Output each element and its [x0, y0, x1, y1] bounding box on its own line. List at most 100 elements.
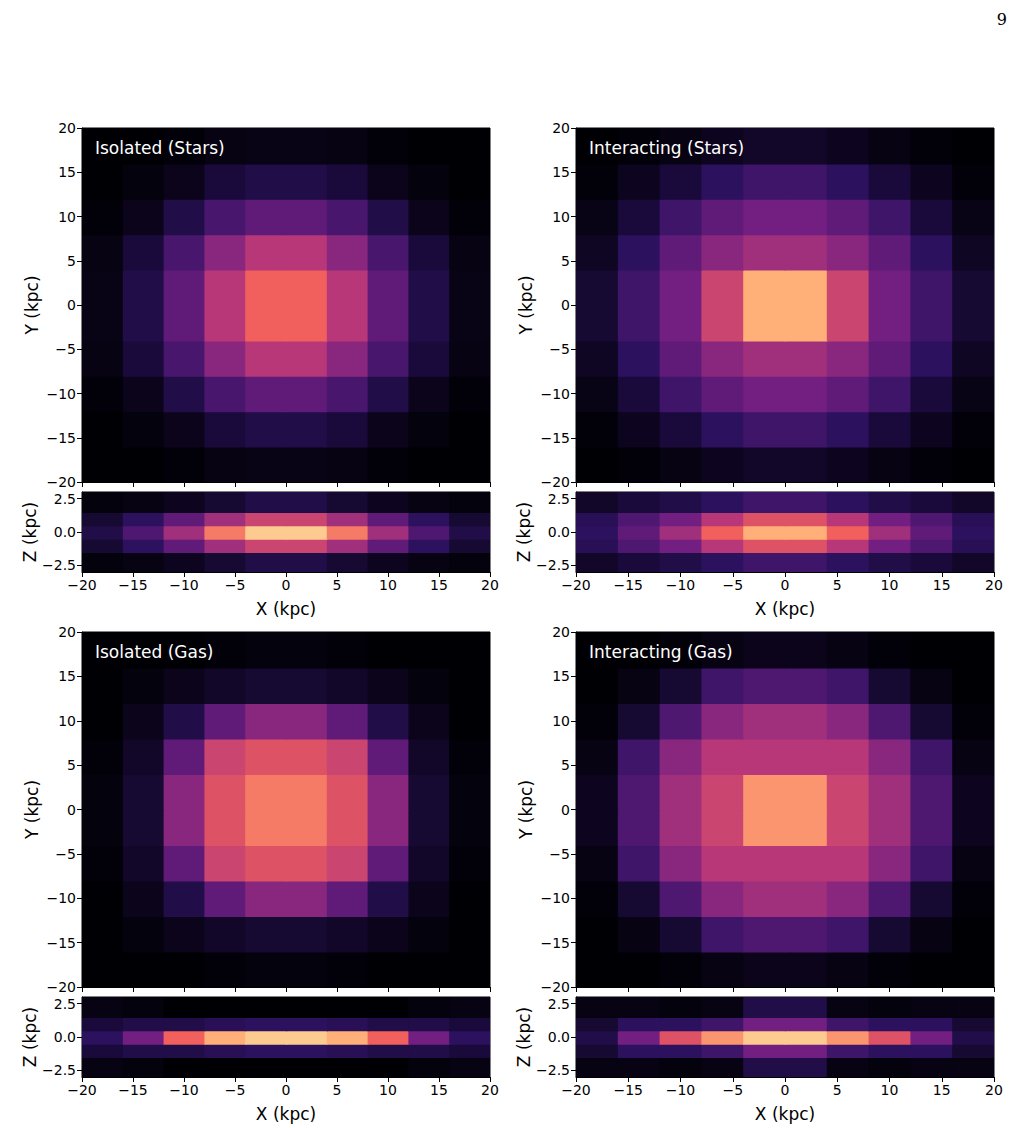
svg-text:2.5: 2.5	[548, 491, 570, 507]
svg-text:−5: −5	[722, 1082, 743, 1098]
svg-text:−10: −10	[169, 577, 199, 593]
svg-text:−15: −15	[118, 1082, 148, 1098]
svg-text:Z (kpc): Z (kpc)	[514, 502, 534, 562]
svg-text:Y (kpc): Y (kpc)	[22, 275, 42, 335]
svg-text:0.0: 0.0	[548, 524, 570, 540]
svg-text:15: 15	[58, 164, 76, 180]
svg-text:X (kpc): X (kpc)	[755, 1104, 815, 1124]
svg-text:15: 15	[430, 577, 448, 593]
svg-text:−15: −15	[46, 935, 76, 951]
svg-text:−20: −20	[67, 1082, 97, 1098]
svg-text:−15: −15	[540, 935, 570, 951]
svg-text:X (kpc): X (kpc)	[256, 599, 316, 619]
svg-text:10: 10	[58, 713, 76, 729]
svg-text:−5: −5	[55, 341, 76, 357]
svg-text:−10: −10	[169, 1082, 199, 1098]
svg-text:−20: −20	[46, 474, 76, 490]
svg-text:−5: −5	[55, 846, 76, 862]
svg-text:2.5: 2.5	[548, 996, 570, 1012]
svg-text:−2.5: −2.5	[536, 557, 570, 573]
svg-text:20: 20	[58, 120, 76, 136]
svg-text:−5: −5	[549, 341, 570, 357]
svg-text:5: 5	[561, 253, 570, 269]
svg-text:2.5: 2.5	[54, 996, 76, 1012]
svg-text:−15: −15	[46, 430, 76, 446]
svg-text:5: 5	[833, 577, 842, 593]
svg-text:Interacting (Stars): Interacting (Stars)	[589, 138, 744, 158]
svg-text:0: 0	[67, 297, 76, 313]
svg-text:9: 9	[997, 10, 1007, 29]
svg-text:15: 15	[430, 1082, 448, 1098]
svg-text:−10: −10	[540, 386, 570, 402]
svg-text:15: 15	[58, 668, 76, 684]
svg-text:Z (kpc): Z (kpc)	[20, 1007, 40, 1067]
svg-text:−15: −15	[118, 577, 148, 593]
svg-text:0: 0	[561, 297, 570, 313]
svg-text:−20: −20	[540, 474, 570, 490]
svg-text:5: 5	[561, 757, 570, 773]
svg-text:20: 20	[985, 577, 1003, 593]
svg-text:20: 20	[985, 1082, 1003, 1098]
svg-text:0: 0	[561, 802, 570, 818]
svg-text:15: 15	[933, 577, 951, 593]
svg-text:−5: −5	[722, 577, 743, 593]
svg-text:0.0: 0.0	[54, 524, 76, 540]
svg-text:Z (kpc): Z (kpc)	[514, 1007, 534, 1067]
svg-text:−20: −20	[67, 577, 97, 593]
svg-text:−15: −15	[613, 577, 643, 593]
svg-text:−10: −10	[540, 890, 570, 906]
svg-text:10: 10	[881, 1082, 899, 1098]
svg-text:−5: −5	[549, 846, 570, 862]
svg-text:−10: −10	[46, 386, 76, 402]
svg-text:Isolated (Gas): Isolated (Gas)	[95, 642, 213, 662]
svg-text:0.0: 0.0	[54, 1029, 76, 1045]
svg-text:15: 15	[552, 668, 570, 684]
svg-text:−10: −10	[666, 1082, 696, 1098]
svg-text:−20: −20	[540, 979, 570, 995]
svg-text:Y (kpc): Y (kpc)	[22, 780, 42, 840]
svg-text:20: 20	[481, 577, 499, 593]
svg-text:Y (kpc): Y (kpc)	[516, 275, 536, 335]
svg-text:5: 5	[67, 253, 76, 269]
svg-text:10: 10	[379, 577, 397, 593]
svg-text:−2.5: −2.5	[536, 1062, 570, 1078]
svg-text:20: 20	[552, 624, 570, 640]
svg-text:10: 10	[881, 577, 899, 593]
svg-text:5: 5	[333, 1082, 342, 1098]
svg-text:2.5: 2.5	[54, 491, 76, 507]
svg-text:5: 5	[67, 757, 76, 773]
svg-text:0.0: 0.0	[548, 1029, 570, 1045]
svg-text:Y (kpc): Y (kpc)	[516, 780, 536, 840]
svg-text:−5: −5	[225, 1082, 246, 1098]
svg-text:Isolated (Stars): Isolated (Stars)	[95, 138, 225, 158]
svg-text:15: 15	[552, 164, 570, 180]
svg-text:−10: −10	[666, 577, 696, 593]
svg-text:−20: −20	[46, 979, 76, 995]
svg-text:15: 15	[933, 1082, 951, 1098]
svg-text:−20: −20	[561, 1082, 591, 1098]
svg-text:10: 10	[552, 713, 570, 729]
svg-text:−2.5: −2.5	[42, 557, 76, 573]
svg-text:0: 0	[67, 802, 76, 818]
svg-text:10: 10	[379, 1082, 397, 1098]
svg-text:10: 10	[552, 209, 570, 225]
svg-text:5: 5	[833, 1082, 842, 1098]
svg-text:−10: −10	[46, 890, 76, 906]
svg-text:−20: −20	[561, 577, 591, 593]
svg-text:−15: −15	[540, 430, 570, 446]
svg-text:0: 0	[781, 1082, 790, 1098]
svg-text:5: 5	[333, 577, 342, 593]
svg-text:0: 0	[282, 1082, 291, 1098]
svg-text:−15: −15	[613, 1082, 643, 1098]
svg-text:Interacting (Gas): Interacting (Gas)	[589, 642, 733, 662]
svg-text:Z (kpc): Z (kpc)	[20, 502, 40, 562]
svg-text:−5: −5	[225, 577, 246, 593]
svg-text:20: 20	[481, 1082, 499, 1098]
svg-text:X (kpc): X (kpc)	[256, 1104, 316, 1124]
svg-text:0: 0	[781, 577, 790, 593]
svg-text:X (kpc): X (kpc)	[755, 599, 815, 619]
svg-text:20: 20	[58, 624, 76, 640]
svg-text:0: 0	[282, 577, 291, 593]
svg-text:−2.5: −2.5	[42, 1062, 76, 1078]
svg-text:20: 20	[552, 120, 570, 136]
